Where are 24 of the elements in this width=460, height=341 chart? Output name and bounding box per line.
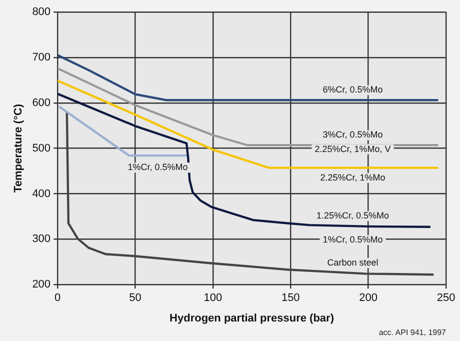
x-tick-label: 150 (281, 292, 300, 304)
x-tick-label: 100 (204, 292, 222, 304)
y-tick-label: 700 (32, 51, 51, 64)
series-label: Carbon steel (327, 258, 378, 268)
series-label: 1%Cr, 0.5%Mo (128, 162, 188, 172)
x-tick-label: 50 (129, 292, 142, 304)
y-tick-label: 800 (32, 6, 51, 18)
y-tick-label: 600 (32, 96, 51, 109)
series-label: 6%Cr, 0.5%Mo (322, 84, 383, 95)
y-tick-label: 200 (32, 278, 51, 291)
annotation: 1%Cr, 0.5%Mo (322, 234, 383, 245)
y-tick-label: 500 (32, 142, 51, 154)
text: acc. API 941, 1997 (378, 328, 446, 337)
y-tick-label: 300 (32, 233, 51, 246)
annotation: 2.25%Cr, 1%Mo, V (314, 144, 391, 154)
series-label: 3%Cr, 0.5%Mo (322, 130, 383, 140)
x-tick-label: 250 (436, 292, 456, 304)
y-tick-label: 400 (32, 188, 51, 200)
x-axis-title: Hydrogen partial pressure (bar) (170, 312, 334, 324)
x-tick-label: 200 (359, 292, 378, 304)
x-tick-label: 0 (54, 292, 61, 304)
series-label: 2.25%Cr, 1%Mo (320, 172, 386, 182)
series-label: 1.25%Cr, 0.5%Mo (316, 210, 390, 221)
y-axis-title: Temperature (°C) (12, 104, 25, 193)
